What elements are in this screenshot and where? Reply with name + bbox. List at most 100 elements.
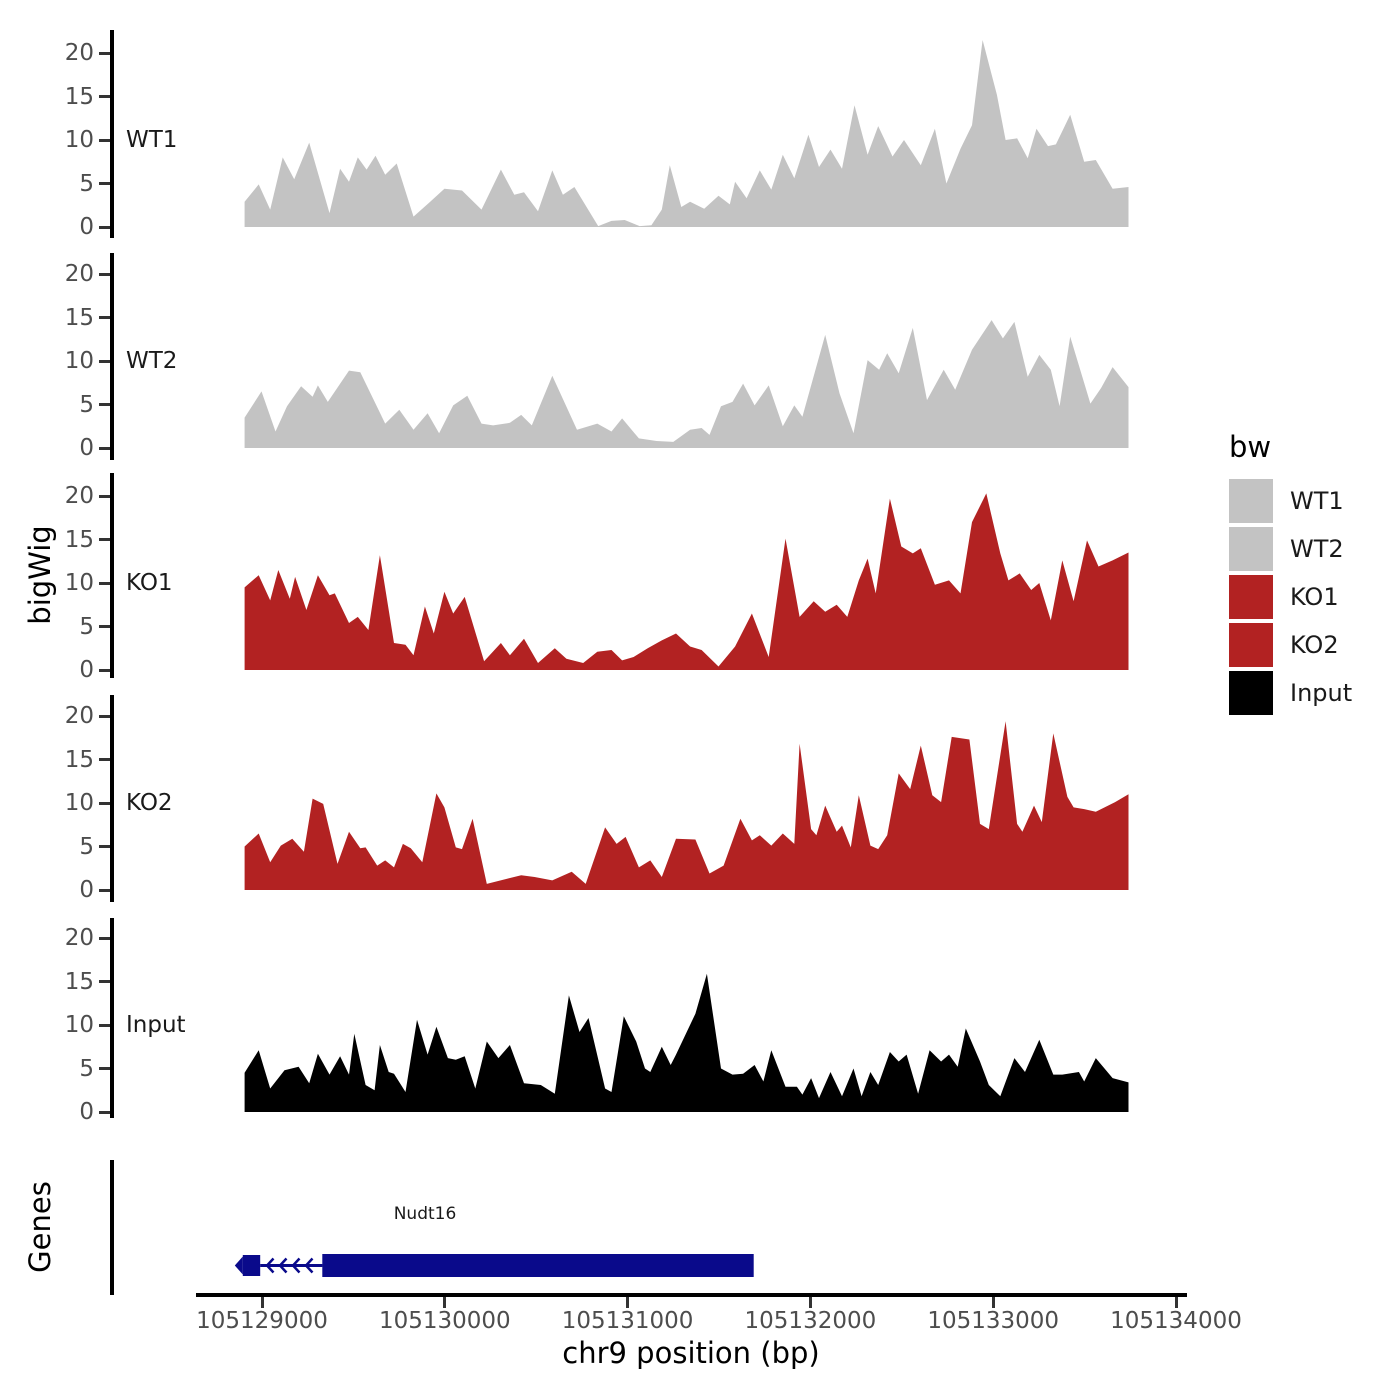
- y-axis-tick: [99, 403, 110, 406]
- x-axis-tick: [808, 1297, 812, 1308]
- y-axis-tick-label: 5: [79, 170, 94, 197]
- y-axis-tick-label: 0: [79, 435, 94, 461]
- x-axis-tick-label: 105134000: [1110, 1308, 1242, 1334]
- y-axis-tick-label: 10: [64, 348, 94, 374]
- legend-label-ko1: KO1: [1290, 583, 1339, 611]
- gene-strand-arrow: [278, 1257, 288, 1274]
- coverage-area-wt2: [244, 320, 1129, 448]
- y-axis-tick: [99, 95, 110, 98]
- coverage-area-ko1: [244, 493, 1129, 670]
- y-axis-tick: [99, 801, 110, 805]
- y-axis-tick-label: 10: [64, 790, 94, 816]
- y-axis-tick-label: 15: [64, 746, 94, 773]
- legend-swatch-ko1: [1229, 575, 1273, 619]
- track-label-ko2: KO2: [126, 790, 173, 816]
- y-axis-tick: [99, 272, 110, 276]
- y-axis-tick-label: 0: [79, 877, 94, 903]
- legend-label-wt2: WT2: [1290, 535, 1344, 563]
- x-axis-tick-label: 105132000: [744, 1308, 877, 1334]
- legend-swatch-wt1: [1229, 479, 1273, 523]
- coverage-area-input: [244, 973, 1129, 1112]
- legend-label-ko2: KO2: [1290, 631, 1339, 659]
- y-axis-tick: [99, 980, 110, 983]
- y-axis-tick: [99, 668, 110, 672]
- y-axis-tick: [99, 225, 110, 229]
- y-axis-tick: [99, 494, 110, 498]
- x-axis-tick: [260, 1297, 264, 1308]
- x-axis-tick-label: 105130000: [378, 1308, 511, 1334]
- y-axis-tick: [99, 625, 110, 628]
- y-axis-line-input: [110, 918, 114, 1118]
- legend-swatch-ko2: [1229, 623, 1273, 667]
- x-axis-tick: [443, 1297, 447, 1308]
- gene-name-label: Nudt16: [393, 1204, 457, 1224]
- gene-strand-arrow: [291, 1257, 301, 1274]
- y-axis-tick: [99, 316, 110, 319]
- y-axis-line-wt2: [110, 253, 114, 460]
- y-axis-tick: [99, 581, 110, 585]
- legend-swatch-wt2: [1229, 527, 1273, 571]
- y-axis-tick: [99, 888, 110, 892]
- track-label-ko1: KO1: [126, 570, 173, 596]
- y-axis-tick-label: 15: [64, 83, 94, 110]
- gene-exon-box: [322, 1254, 754, 1277]
- y-axis-tick: [99, 1023, 110, 1027]
- genes-axis-line: [110, 1160, 114, 1295]
- x-axis-tick-label: 105131000: [561, 1308, 694, 1334]
- legend-label-wt1: WT1: [1290, 487, 1344, 515]
- y-axis-tick-label: 15: [64, 526, 94, 553]
- y-axis-tick-label: 15: [64, 304, 94, 331]
- y-axis-line-ko1: [110, 473, 114, 678]
- legend-swatch-input: [1229, 671, 1273, 715]
- y-axis-tick: [99, 138, 110, 142]
- x-axis-title: chr9 position (bp): [562, 1336, 820, 1370]
- y-axis-tick-label: 10: [64, 570, 94, 596]
- track-label-wt2: WT2: [126, 348, 178, 374]
- y-axis-tick-label: 5: [79, 391, 94, 418]
- y-axis-tick: [99, 51, 110, 55]
- y-axis-tick: [99, 182, 110, 185]
- x-axis-line: [196, 1293, 1187, 1297]
- x-axis-tick: [991, 1297, 995, 1308]
- legend-label-input: Input: [1290, 679, 1353, 707]
- x-axis-tick: [1174, 1297, 1178, 1308]
- y-axis-tick-label: 10: [64, 1012, 94, 1038]
- y-axis-tick-label: 20: [64, 703, 94, 729]
- y-axis-tick-label: 0: [79, 1099, 94, 1125]
- track-label-wt1: WT1: [126, 127, 178, 153]
- coverage-area-ko2: [244, 721, 1129, 890]
- y-axis-tick-label: 0: [79, 214, 94, 240]
- y-axis-tick: [99, 936, 110, 940]
- x-axis-tick: [626, 1297, 630, 1308]
- y-axis-tick: [99, 845, 110, 848]
- y-axis-tick: [99, 714, 110, 718]
- gene-strand-tip: [234, 1256, 243, 1275]
- track-label-input: Input: [126, 1012, 186, 1038]
- y-axis-tick-label: 5: [79, 613, 94, 640]
- y-axis-tick-label: 20: [64, 40, 94, 66]
- y-axis-tick: [99, 446, 110, 450]
- y-axis-tick-label: 5: [79, 833, 94, 860]
- coverage-area-wt1: [244, 40, 1129, 227]
- gene-utr-exon: [242, 1255, 261, 1276]
- y-axis-tick: [99, 359, 110, 363]
- gene-strand-arrow: [304, 1257, 314, 1274]
- y-axis-tick: [99, 1110, 110, 1114]
- y-axis-line-wt1: [110, 30, 114, 238]
- y-axis-tick-label: 10: [64, 127, 94, 153]
- x-axis-tick-label: 105133000: [927, 1308, 1060, 1334]
- y-axis-tick-label: 5: [79, 1055, 94, 1082]
- gene-strand-arrow: [265, 1257, 275, 1274]
- y-axis-tick-label: 20: [64, 261, 94, 287]
- legend-title: bw: [1229, 430, 1272, 464]
- y-axis-tick: [99, 538, 110, 541]
- y-axis-tick-label: 20: [64, 483, 94, 509]
- y-axis-tick-label: 20: [64, 925, 94, 951]
- x-axis-tick-label: 105129000: [196, 1308, 328, 1334]
- y-axis-tick: [99, 1067, 110, 1070]
- y-axis-tick: [99, 758, 110, 761]
- y-axis-tick-label: 0: [79, 657, 94, 683]
- y-axis-line-ko2: [110, 695, 114, 902]
